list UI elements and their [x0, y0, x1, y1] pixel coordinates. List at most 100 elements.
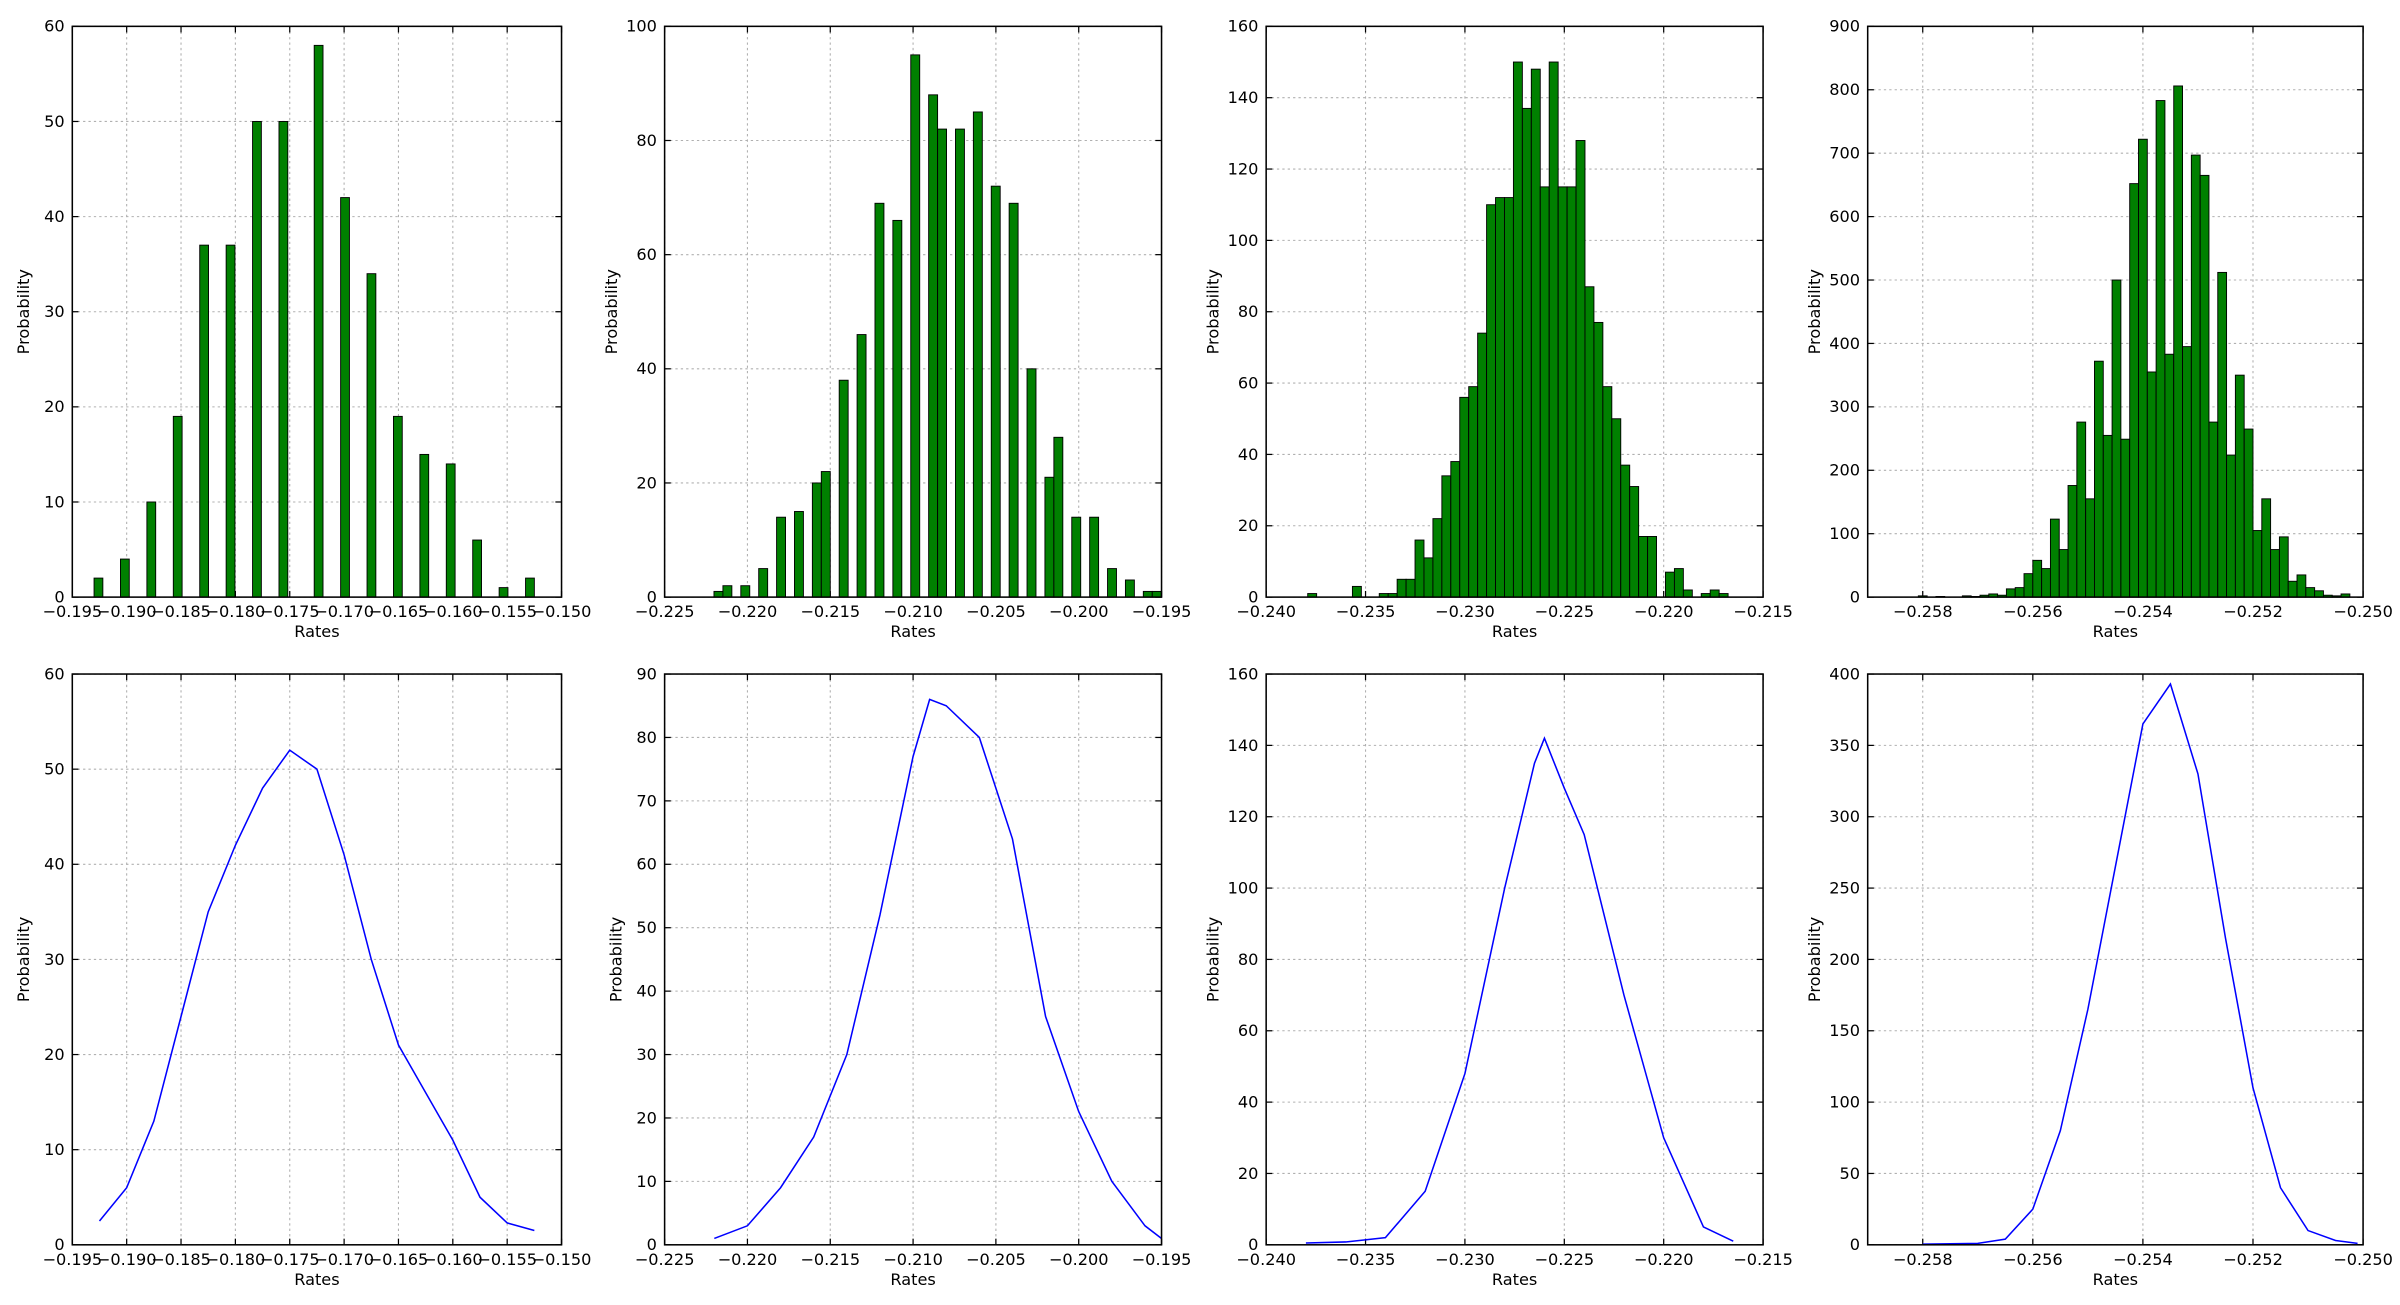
y-tick-label: 0 [647, 1235, 657, 1254]
y-tick-label: 10 [636, 1172, 657, 1191]
bar [1602, 386, 1613, 598]
x-tick-label: −0.225 [1534, 602, 1594, 621]
y-tick-label: 20 [636, 473, 657, 492]
bar [2208, 421, 2219, 598]
bar [1611, 418, 1622, 598]
bar [2041, 568, 2051, 598]
x-tick-label: −0.215 [1733, 602, 1793, 621]
x-tick-label: −0.256 [2003, 1250, 2063, 1269]
x-axis-label: Rates [890, 1270, 935, 1289]
bar [199, 244, 209, 598]
bar [2129, 183, 2139, 598]
y-tick-label: 80 [636, 131, 657, 150]
x-tick-label: −0.195 [1132, 602, 1192, 621]
x-axis-label: Rates [1492, 622, 1537, 641]
bar [1682, 589, 1693, 598]
y-tick-label: 50 [44, 112, 65, 131]
bar [2173, 85, 2183, 598]
bar [498, 587, 509, 598]
x-tick-label: −0.240 [1236, 602, 1296, 621]
y-tick-label: 160 [1228, 17, 1259, 36]
x-tick-label: −0.185 [151, 602, 211, 621]
bar [1557, 186, 1568, 598]
bar [1124, 579, 1135, 598]
axes-frame [663, 25, 1163, 598]
y-axis-label: Probability [1805, 269, 1824, 355]
y-tick-label: 40 [1238, 445, 1259, 464]
bar [874, 202, 885, 598]
y-tick-label: 50 [1839, 1164, 1860, 1183]
bar [392, 415, 403, 598]
bar [2270, 549, 2280, 598]
x-tick-label: −0.205 [966, 602, 1026, 621]
x-tick-label: −0.220 [1634, 1250, 1694, 1269]
bar [937, 128, 947, 598]
x-tick-label: −0.175 [260, 602, 320, 621]
bar [2102, 434, 2113, 598]
bar [820, 471, 831, 598]
bar [740, 585, 751, 598]
bar [1071, 516, 1082, 598]
y-tick-label: 100 [1829, 524, 1860, 543]
bar [1151, 590, 1162, 598]
bar [2182, 346, 2192, 598]
y-tick-label: 160 [1228, 664, 1259, 683]
bar [340, 197, 350, 598]
y-tick-label: 150 [1829, 1021, 1860, 1040]
y-axis-label: Probability [14, 916, 33, 1002]
bar [1107, 568, 1117, 598]
y-tick-label: 20 [636, 1108, 657, 1127]
bar [1468, 386, 1479, 598]
bar [1593, 321, 1604, 598]
bar [472, 539, 482, 598]
bar [2226, 454, 2236, 598]
bar [1709, 589, 1720, 598]
y-tick-label: 60 [636, 855, 657, 874]
bar [910, 54, 921, 598]
axes-frame [1265, 673, 1764, 1246]
bar [146, 501, 157, 598]
bar [1450, 461, 1461, 598]
y-tick-label: 400 [1829, 334, 1860, 353]
bar [2023, 573, 2034, 598]
y-tick-label: 120 [1228, 159, 1259, 178]
bar [2085, 498, 2095, 598]
bar [794, 511, 804, 598]
bar [1008, 202, 1019, 598]
bar [1053, 436, 1064, 598]
y-axis-label: Probability [1203, 916, 1222, 1002]
axes-frame [71, 673, 563, 1246]
y-tick-label: 0 [1850, 1235, 1860, 1254]
bar [1495, 197, 1505, 598]
y-tick-label: 30 [44, 950, 65, 969]
x-tick-label: −0.225 [635, 1250, 695, 1269]
x-tick-label: −0.160 [423, 1250, 483, 1269]
bar [2261, 498, 2272, 598]
y-tick-label: 20 [1238, 1164, 1259, 1183]
bar [1512, 61, 1523, 598]
y-tick-label: 140 [1228, 88, 1259, 107]
y-axis-label: Probability [1805, 916, 1824, 1002]
bar [2155, 100, 2166, 598]
bar [2049, 518, 2060, 598]
x-tick-label: −0.165 [369, 1250, 429, 1269]
y-tick-label: 140 [1228, 736, 1259, 755]
bar [1620, 464, 1631, 598]
bar [1044, 476, 1055, 598]
y-tick-label: 200 [1829, 461, 1860, 480]
x-tick-label: −0.210 [883, 1250, 943, 1269]
y-tick-label: 100 [1228, 231, 1259, 250]
bar [1566, 186, 1577, 598]
bar [1647, 536, 1657, 598]
bar [120, 558, 130, 598]
x-tick-label: −0.190 [97, 1250, 157, 1269]
bar [2111, 279, 2122, 598]
bar [1539, 186, 1550, 598]
y-tick-label: 60 [636, 245, 657, 264]
x-tick-label: −0.215 [800, 1250, 860, 1269]
bar [1477, 332, 1488, 598]
line [1305, 736, 1734, 1244]
bar [1142, 590, 1153, 598]
x-tick-label: −0.180 [206, 1250, 266, 1269]
